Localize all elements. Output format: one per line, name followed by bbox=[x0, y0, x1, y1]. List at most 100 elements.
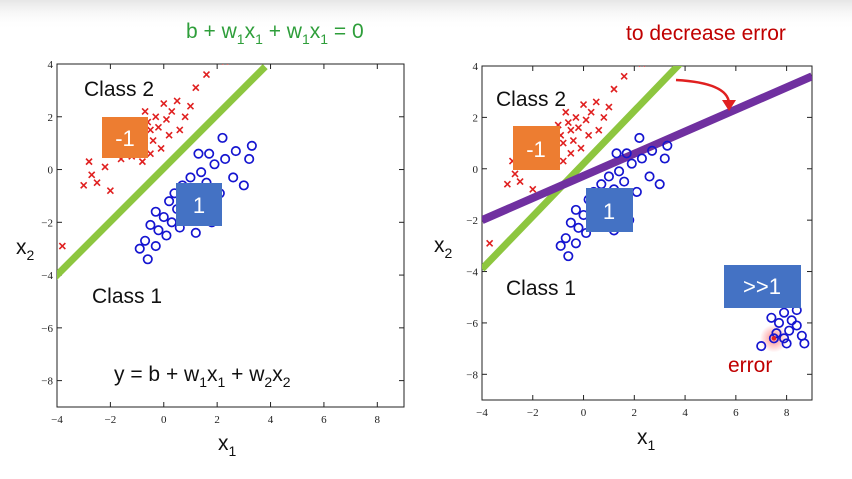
left-class1-point bbox=[217, 132, 228, 143]
right-xtick-label: 0 bbox=[581, 407, 587, 419]
left-xtick-label: 2 bbox=[214, 414, 220, 426]
left-class2-point bbox=[106, 187, 114, 195]
right-class1-point bbox=[791, 320, 802, 331]
left-class2-point bbox=[88, 171, 96, 179]
left-xtick-label: −4 bbox=[51, 414, 63, 426]
left-class2-point bbox=[141, 107, 149, 116]
right-xtick-label: 6 bbox=[733, 407, 739, 419]
right-class2-point bbox=[529, 185, 537, 193]
right-class2-point bbox=[579, 100, 588, 109]
left-xtick-label: 6 bbox=[321, 414, 327, 426]
right-ytick-label: −6 bbox=[466, 318, 478, 330]
left-class1-point bbox=[153, 225, 164, 236]
right-ytick-label: 2 bbox=[473, 112, 479, 124]
right-boundary-lines bbox=[482, 66, 812, 272]
left-class1-point bbox=[190, 227, 201, 238]
left-ytick-label: −6 bbox=[41, 323, 53, 335]
right-class2-point bbox=[574, 124, 583, 132]
left-class2-point bbox=[181, 113, 189, 121]
right-class1-point bbox=[786, 315, 797, 326]
right-class2-point bbox=[595, 126, 603, 134]
left-ytick-label: 2 bbox=[48, 112, 54, 124]
right-class2-point bbox=[610, 85, 618, 93]
right-class2-point bbox=[572, 113, 580, 121]
right-class1-point bbox=[619, 176, 630, 187]
right-class2-label: Class 2 bbox=[496, 88, 566, 111]
right-ytick-label: −4 bbox=[466, 267, 478, 279]
left-class1-point bbox=[150, 241, 161, 252]
left-xtick-label: 0 bbox=[161, 414, 167, 426]
right-class1-point bbox=[779, 333, 790, 344]
right-xtick-label: −2 bbox=[527, 407, 539, 419]
right-class1-point bbox=[784, 325, 795, 336]
right-class1-label: Class 1 bbox=[506, 277, 576, 300]
right-class1-point bbox=[611, 148, 622, 159]
right-class1-point bbox=[766, 312, 777, 323]
left-class1-point bbox=[145, 219, 156, 230]
right-class1-point bbox=[771, 328, 782, 339]
right-class1-point bbox=[659, 153, 670, 164]
left-class2-point bbox=[157, 144, 165, 152]
left-class1-point bbox=[209, 159, 220, 170]
right-ytick-label: 4 bbox=[473, 61, 479, 73]
right-class1-point bbox=[781, 338, 792, 349]
right-class2-point bbox=[564, 118, 572, 127]
left-boundary-equation: b + w1x1 + w1x1 = 0 bbox=[186, 20, 364, 47]
left-ytick-label: −2 bbox=[41, 217, 53, 229]
left-class2-point bbox=[221, 64, 229, 65]
left-class1-point bbox=[150, 206, 161, 217]
right-class2-point bbox=[605, 103, 613, 111]
right-class2-point bbox=[503, 180, 511, 188]
error-point-dot bbox=[771, 336, 777, 341]
left-class2-point bbox=[149, 136, 157, 145]
left-class2-point bbox=[58, 242, 66, 250]
right-class1-point bbox=[570, 238, 581, 249]
right-class1-point bbox=[644, 171, 655, 182]
right-class2-point bbox=[600, 113, 608, 121]
right-class1-point bbox=[779, 307, 790, 318]
left-class1-point bbox=[204, 148, 215, 159]
left-class2-point bbox=[202, 70, 211, 79]
right-class2-point bbox=[592, 98, 600, 106]
right-class1-point bbox=[799, 338, 810, 349]
left-ytick-label: 4 bbox=[48, 59, 54, 71]
left-class2-point bbox=[85, 158, 93, 166]
left-negative-box-label: -1 bbox=[115, 126, 135, 151]
left-class2-point bbox=[146, 126, 154, 134]
right-class2-point bbox=[582, 116, 590, 124]
right-class1-point bbox=[654, 179, 665, 190]
right-class2-point bbox=[516, 178, 524, 186]
right-positive-box-label: 1 bbox=[603, 199, 615, 224]
left-class1-point bbox=[220, 153, 231, 165]
left-class1-point bbox=[166, 217, 177, 228]
left-axis-ticks: −4 −2 0 2 4 6 8 4 2 0 −2 −4 −6 −8 bbox=[41, 59, 404, 426]
error-point bbox=[768, 333, 779, 344]
left-plot-frame bbox=[56, 63, 405, 408]
left-ytick-label: 0 bbox=[48, 165, 54, 177]
left-class1-point bbox=[230, 146, 241, 157]
left-xtick-label: −2 bbox=[105, 414, 117, 426]
decrease-error-note: to decrease error bbox=[626, 22, 786, 45]
left-ytick-label: −4 bbox=[41, 270, 53, 282]
adjust-arrow bbox=[675, 78, 731, 104]
right-big-box bbox=[724, 265, 801, 308]
right-ytick-label: 0 bbox=[473, 164, 479, 176]
right-green-boundary-line bbox=[482, 66, 683, 272]
right-ytick-label: −8 bbox=[466, 369, 478, 381]
left-positive-box bbox=[176, 183, 222, 226]
left-class1-point bbox=[164, 196, 175, 207]
right-chart: −4 −2 0 2 4 6 8 4 2 0 −2 −4 −6 −8 to decrease error C… bbox=[434, 22, 813, 453]
left-xtick-label: 4 bbox=[268, 414, 274, 426]
left-boundary-lines bbox=[57, 64, 268, 280]
left-class1-point bbox=[140, 235, 151, 246]
left-class1-point bbox=[196, 167, 207, 178]
right-purple-boundary-line bbox=[482, 72, 812, 224]
left-class2-point bbox=[160, 100, 168, 108]
right-class2-point bbox=[511, 170, 519, 178]
left-class2-point bbox=[146, 150, 154, 158]
left-class2-point bbox=[162, 115, 171, 123]
right-class1-point bbox=[662, 140, 673, 151]
right-positive-box bbox=[586, 188, 633, 232]
left-class2-point bbox=[192, 84, 200, 92]
